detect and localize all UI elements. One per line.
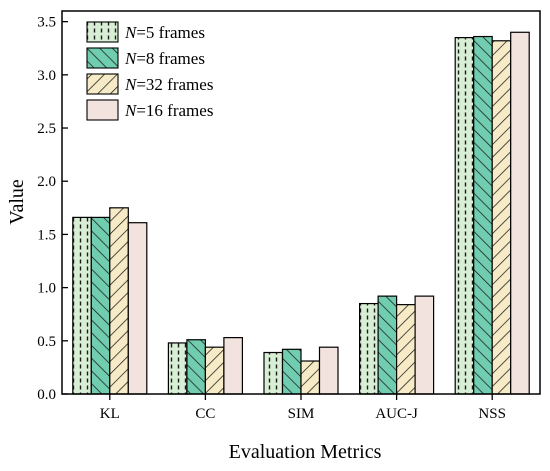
bar [127, 222, 148, 395]
legend-swatch [86, 47, 119, 69]
y-tick-label: 1.5 [37, 227, 56, 243]
y-tick-label: 3.5 [37, 15, 56, 31]
x-tick-label: SIM [288, 406, 315, 422]
bar [167, 342, 188, 395]
legend-label: N=8 frames [124, 49, 205, 68]
x-tick-label: NSS [478, 406, 506, 422]
legend-label: N=5 frames [124, 23, 205, 42]
bar [359, 302, 379, 395]
legend: N=5 frames N=8 frames N=32 frames N=16 fram… [86, 21, 213, 121]
bar [281, 348, 302, 395]
legend-swatch [86, 73, 119, 95]
x-tick-label: CC [195, 406, 215, 422]
y-tick-label: 1.0 [37, 281, 56, 297]
y-tick-label: 0.0 [37, 387, 56, 403]
bar [204, 346, 225, 395]
legend-swatch [86, 99, 119, 121]
bar [90, 216, 111, 395]
x-tick-label: AUC-J [375, 406, 418, 422]
bar [318, 346, 339, 395]
bar [473, 35, 493, 395]
bar [491, 40, 512, 395]
bar [396, 304, 416, 395]
y-tick-label: 2.0 [37, 174, 56, 190]
y-tick-label: 3.0 [37, 68, 56, 84]
bar [109, 207, 129, 395]
bar [454, 36, 475, 395]
bar [223, 337, 243, 395]
bar [414, 295, 435, 395]
y-tick-label: 0.5 [37, 334, 56, 350]
x-axis-title: Evaluation Metrics [229, 441, 382, 463]
x-tick-label: KL [100, 406, 120, 422]
y-tick-label: 2.5 [37, 121, 56, 137]
legend-label: N=16 frames [124, 101, 213, 120]
bar [510, 31, 530, 395]
bar [186, 339, 206, 395]
bar [263, 351, 284, 395]
bar [377, 295, 398, 395]
bar [72, 216, 92, 395]
legend-label: N=32 frames [124, 75, 213, 94]
y-axis-title: Value [6, 179, 28, 225]
bar [300, 360, 321, 395]
legend-swatch [86, 21, 119, 43]
